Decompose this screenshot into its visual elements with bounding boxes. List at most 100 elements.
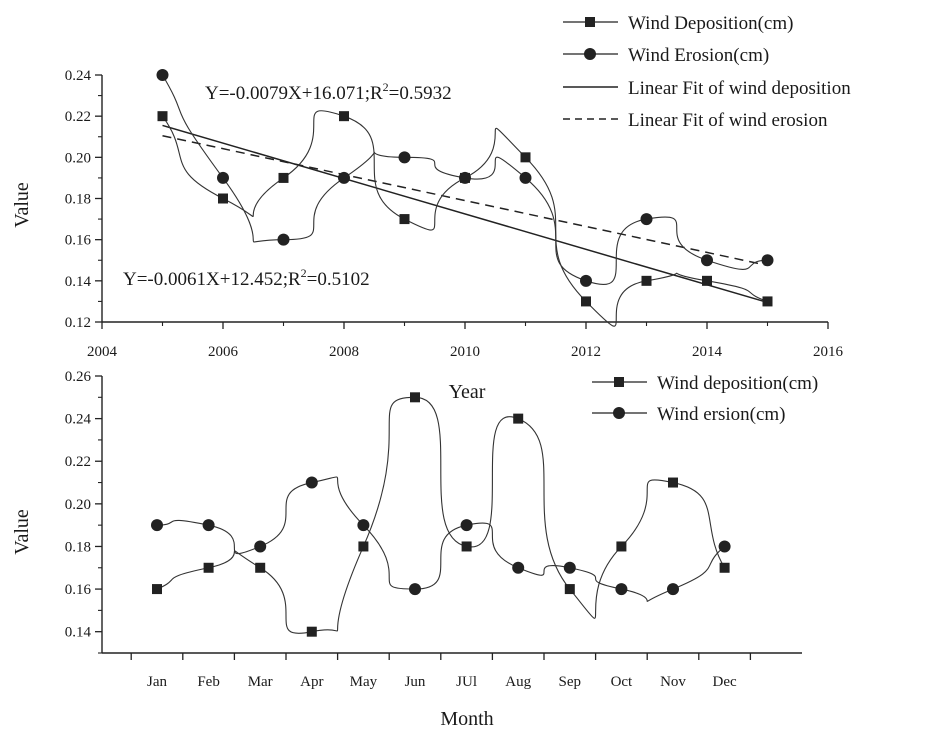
- legend-label: Linear Fit of wind deposition: [628, 78, 851, 99]
- data-point-circle: [202, 519, 215, 532]
- x-tick-label: 2012: [571, 344, 601, 360]
- x-tick-label: Feb: [197, 674, 220, 690]
- data-point-square: [399, 214, 410, 225]
- data-point-circle: [305, 476, 318, 489]
- data-point-square: [339, 111, 349, 122]
- data-point-circle: [398, 151, 411, 164]
- data-point-circle: [460, 519, 473, 532]
- x-tick-label: 2006: [208, 344, 239, 360]
- legend-circle-marker: [584, 48, 596, 60]
- legend-item-wind-deposition: Wind deposition(cm): [592, 373, 818, 394]
- x-tick-label: 2014: [692, 344, 723, 360]
- data-point-square: [616, 541, 627, 552]
- data-point-circle: [409, 583, 421, 596]
- x-tick-label: Sep: [559, 674, 582, 690]
- data-point-square: [278, 172, 289, 183]
- data-point-circle: [459, 171, 471, 184]
- annual-axes: [95, 74, 829, 329]
- y-tick-label: 0.16: [65, 582, 92, 598]
- data-point-circle: [151, 519, 163, 532]
- y-tick-label: 0.12: [65, 315, 91, 331]
- data-point-square: [255, 562, 266, 573]
- annual-legend: Wind Deposition(cm) Wind Erosion(cm) Lin…: [563, 13, 851, 131]
- fit-line-linear-fit-of-wind-deposition: [162, 124, 768, 304]
- data-point-circle: [667, 583, 679, 596]
- data-point-square: [410, 392, 420, 403]
- data-point-square: [564, 584, 575, 595]
- annual-data-points: [156, 69, 774, 307]
- data-point-circle: [156, 69, 169, 81]
- monthly-axes: [95, 375, 802, 660]
- chart-annual: 0.12 0.14 0.16 0.18 0.20 0.22 0.24 2004 2006 2008…: [11, 13, 851, 403]
- data-point-square: [358, 541, 369, 552]
- y-tick-label: 0.24: [65, 412, 92, 428]
- legend-item-wind-erosion: Wind ersion(cm): [592, 404, 786, 425]
- y-tick-label: 0.24: [65, 68, 92, 84]
- y-tick-label: 0.14: [65, 625, 92, 641]
- monthly-x-axis-label: Month: [440, 708, 493, 730]
- monthly-y-axis-label: Value: [11, 509, 33, 555]
- data-point-circle: [338, 171, 350, 184]
- data-point-square: [157, 111, 168, 122]
- x-tick-label: Apr: [300, 674, 323, 690]
- annual-x-axis-label: Year: [449, 381, 486, 403]
- legend-label: Wind Deposition(cm): [628, 13, 793, 34]
- data-point-circle: [761, 254, 774, 267]
- x-tick-label: May: [350, 674, 378, 690]
- data-point-circle: [615, 583, 628, 596]
- monthly-tick-labels: 0.14 0.16 0.18 0.20 0.22 0.24 0.26 Jan Feb Mar Apr…: [65, 369, 737, 690]
- fit-equation-erosion-superscript: 2: [301, 266, 307, 280]
- legend-item-fit-erosion: Linear Fit of wind erosion: [563, 110, 828, 131]
- data-point-circle: [254, 540, 267, 553]
- data-point-square: [581, 296, 591, 307]
- x-tick-label: 2016: [813, 344, 844, 360]
- x-tick-label: Dec: [713, 674, 737, 690]
- series-line-wind-ersion-cm: [156, 476, 725, 602]
- legend-square-marker: [585, 17, 595, 27]
- fit-equation-erosion: Y=-0.0061X+12.452;R2=0.5102: [123, 266, 370, 290]
- x-tick-label: Jun: [405, 674, 426, 690]
- y-tick-label: 0.22: [65, 454, 91, 470]
- legend-item-wind-erosion: Wind Erosion(cm): [563, 45, 769, 66]
- fit-equation-deposition-superscript: 2: [383, 80, 389, 94]
- legend-item-fit-deposition: Linear Fit of wind deposition: [563, 78, 851, 99]
- x-tick-label: Aug: [505, 674, 531, 690]
- data-point-square: [702, 275, 712, 286]
- fit-line-linear-fit-of-wind-erosion: [162, 134, 768, 267]
- data-point-square: [719, 562, 730, 573]
- y-tick-label: 0.20: [65, 497, 91, 513]
- data-point-square: [306, 626, 317, 637]
- legend-label: Linear Fit of wind erosion: [628, 110, 828, 131]
- monthly-data-points: [151, 392, 731, 637]
- legend-item-wind-deposition: Wind Deposition(cm): [563, 13, 793, 34]
- data-point-circle: [640, 213, 653, 226]
- data-point-square: [513, 413, 524, 424]
- y-tick-label: 0.14: [65, 274, 92, 290]
- data-point-circle: [512, 561, 525, 574]
- legend-square-marker: [614, 377, 624, 387]
- data-point-circle: [519, 171, 532, 184]
- data-point-circle: [701, 254, 713, 267]
- data-point-square: [152, 584, 162, 595]
- x-tick-label: 2008: [329, 344, 359, 360]
- y-tick-label: 0.26: [65, 369, 92, 385]
- data-point-circle: [357, 519, 370, 532]
- annual-fit-lines: [162, 124, 768, 304]
- monthly-legend: Wind deposition(cm) Wind ersion(cm): [592, 373, 818, 425]
- data-point-square: [641, 275, 652, 286]
- monthly-series-curves: [156, 396, 726, 634]
- data-point-square: [461, 541, 472, 552]
- data-point-circle: [217, 171, 229, 184]
- fit-equation-deposition: Y=-0.0079X+16.071;R2=0.5932: [205, 80, 452, 104]
- legend-label: Wind ersion(cm): [657, 404, 786, 425]
- x-tick-label: Nov: [660, 674, 686, 690]
- data-point-square: [762, 296, 773, 307]
- x-tick-label: JUl: [456, 674, 477, 690]
- annual-y-axis-label: Value: [11, 182, 33, 228]
- y-tick-label: 0.18: [65, 539, 91, 555]
- x-tick-label: 2004: [87, 344, 118, 360]
- data-point-circle: [277, 233, 290, 246]
- x-tick-label: Jan: [147, 674, 167, 690]
- series-line-wind-deposition-cm: [156, 396, 726, 634]
